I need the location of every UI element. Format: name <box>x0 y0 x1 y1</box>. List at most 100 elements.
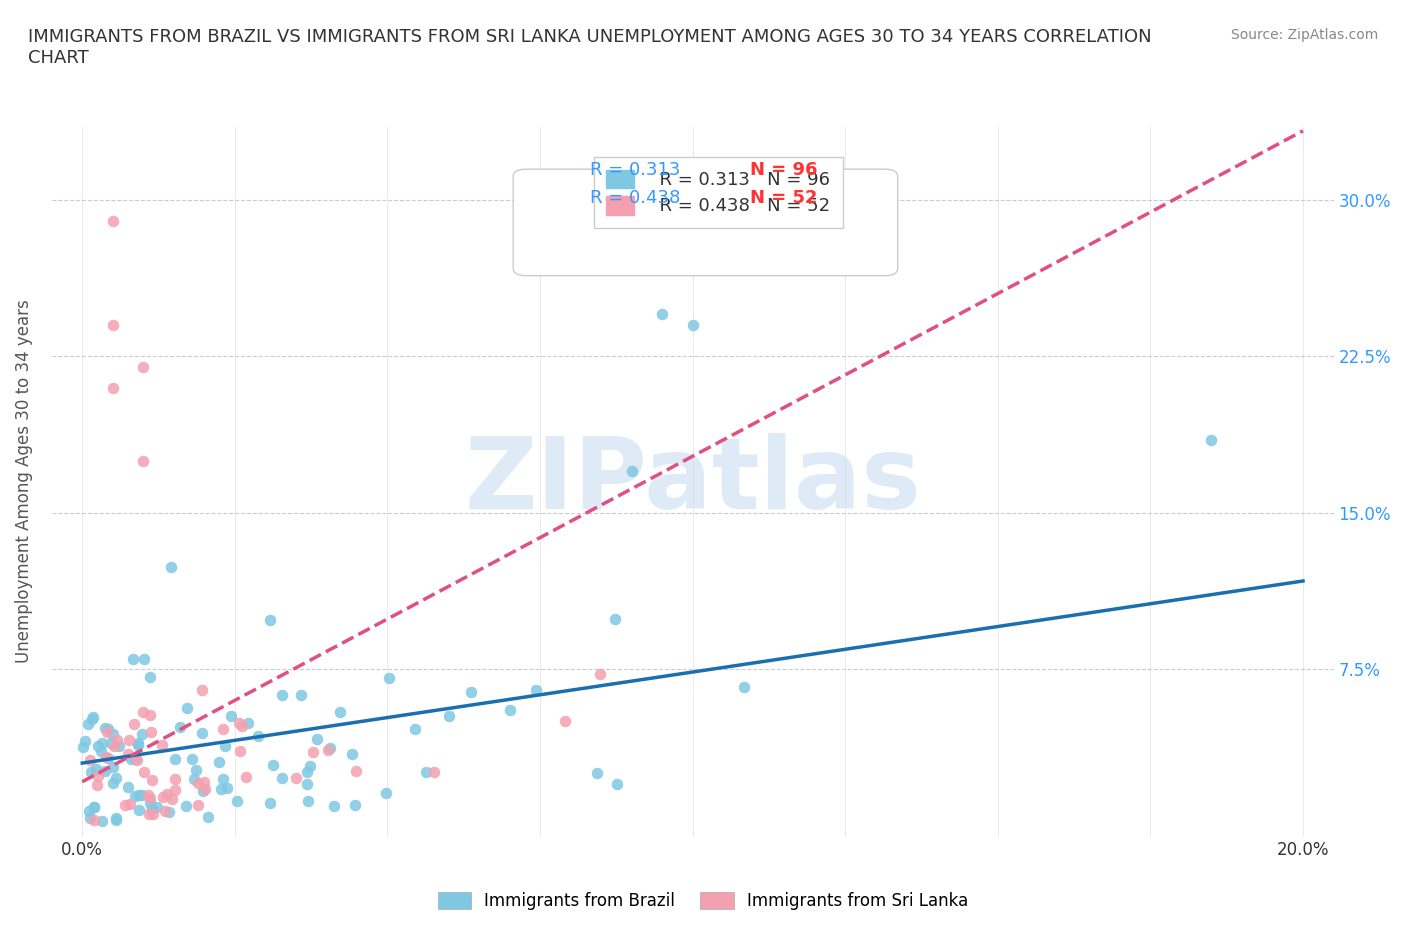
Point <box>90 744 112 759</box>
Point <box>91 736 114 751</box>
Point <box>290 687 312 702</box>
Point <box>138 806 160 821</box>
Point <box>323 799 346 814</box>
Point <box>343 797 366 812</box>
Point <box>228 744 250 759</box>
Point <box>76 716 98 731</box>
Point <box>87 769 110 784</box>
Point <box>211 771 233 786</box>
Point <box>97 722 120 737</box>
Point <box>139 670 162 684</box>
Text: IMMIGRANTS FROM BRAZIL VS IMMIGRANTS FROM SRI LANKA UNEMPLOYMENT AMONG AGES 30 T: IMMIGRANTS FROM BRAZIL VS IMMIGRANTS FRO… <box>28 28 1152 67</box>
Point <box>270 771 292 786</box>
Point <box>228 715 250 730</box>
Point <box>184 763 207 777</box>
Point <box>262 757 284 772</box>
Point <box>214 738 236 753</box>
Point <box>117 779 139 794</box>
Point <box>259 612 281 627</box>
Point <box>605 611 627 626</box>
Point <box>157 805 180 820</box>
Point <box>103 727 125 742</box>
Point <box>128 788 150 803</box>
Point <box>186 798 208 813</box>
Point <box>585 765 607 780</box>
Point <box>79 811 101 826</box>
Point <box>118 732 141 747</box>
Point <box>79 804 101 818</box>
Point <box>163 783 186 798</box>
Point <box>79 753 101 768</box>
Point <box>340 747 363 762</box>
Point <box>295 765 318 780</box>
Point <box>174 799 197 814</box>
Point <box>155 804 177 818</box>
Point <box>344 764 367 778</box>
Point <box>209 782 232 797</box>
Point <box>378 671 401 685</box>
Point <box>606 777 628 791</box>
Point <box>212 722 235 737</box>
Point <box>104 812 127 827</box>
Point <box>121 651 143 666</box>
Point <box>132 705 155 720</box>
Point <box>131 788 153 803</box>
Point <box>460 684 482 699</box>
Point <box>128 803 150 817</box>
Point <box>138 796 160 811</box>
Point <box>524 682 547 697</box>
Point <box>733 679 755 694</box>
Point <box>120 751 142 766</box>
Point <box>86 762 108 777</box>
Point <box>127 738 149 753</box>
Point <box>127 736 149 751</box>
Point <box>682 317 704 332</box>
Point <box>404 722 426 737</box>
Y-axis label: Unemployment Among Ages 30 to 34 years: Unemployment Among Ages 30 to 34 years <box>15 299 32 663</box>
Point <box>215 780 238 795</box>
Point <box>159 560 181 575</box>
Point <box>83 800 105 815</box>
Point <box>165 751 187 766</box>
Point <box>105 770 128 785</box>
Point <box>136 787 159 802</box>
Point <box>101 213 124 228</box>
Point <box>122 717 145 732</box>
Point <box>131 727 153 742</box>
Point <box>423 765 446 780</box>
Point <box>176 700 198 715</box>
Point <box>247 728 270 743</box>
Point <box>87 738 110 753</box>
Point <box>302 744 325 759</box>
Point <box>94 750 117 764</box>
Point <box>97 751 120 765</box>
Point <box>163 771 186 786</box>
Point <box>101 380 124 395</box>
Point <box>141 772 163 787</box>
Point <box>72 740 94 755</box>
Text: R = 0.313: R = 0.313 <box>591 161 681 179</box>
Point <box>152 789 174 804</box>
Point <box>103 760 125 775</box>
Point <box>107 738 129 753</box>
Point <box>651 307 673 322</box>
Point <box>183 772 205 787</box>
Point <box>285 771 308 786</box>
Point <box>139 708 162 723</box>
Point <box>318 740 340 755</box>
Point <box>80 765 103 780</box>
Point <box>415 764 437 779</box>
Point <box>142 807 165 822</box>
Point <box>132 652 155 667</box>
Point <box>190 682 212 697</box>
Point <box>191 784 214 799</box>
Point <box>169 720 191 735</box>
Point <box>305 731 328 746</box>
Point <box>437 709 460 724</box>
Point <box>193 774 215 789</box>
Point <box>588 667 610 682</box>
Point <box>86 778 108 793</box>
Point <box>231 719 253 734</box>
Point <box>124 751 146 766</box>
Point <box>156 787 179 802</box>
